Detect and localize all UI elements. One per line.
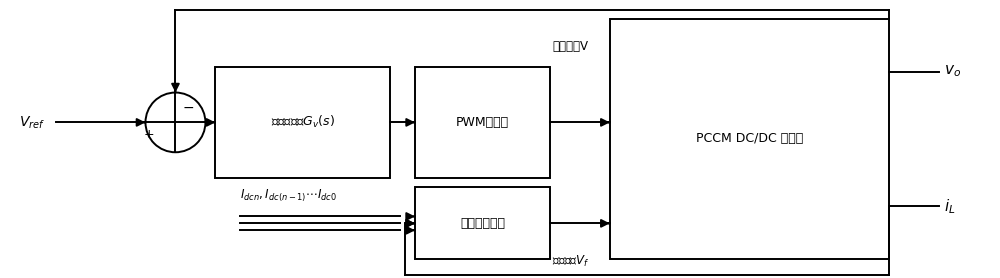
- Text: $-$: $-$: [182, 100, 195, 114]
- Bar: [610, 19, 889, 259]
- Text: 控制信号$V_f$: 控制信号$V_f$: [552, 254, 590, 269]
- Bar: [415, 67, 550, 178]
- Bar: [215, 67, 390, 178]
- Text: PCCM DC/DC 变换器: PCCM DC/DC 变换器: [696, 133, 803, 145]
- Text: +: +: [143, 128, 154, 141]
- Text: PWM调制器: PWM调制器: [456, 116, 509, 129]
- Text: $v_o$: $v_o$: [944, 64, 961, 80]
- Text: $i_L$: $i_L$: [944, 197, 956, 216]
- Text: 电压控制器$G_{v}(s)$: 电压控制器$G_{v}(s)$: [271, 114, 335, 130]
- Text: $V_{ref}$: $V_{ref}$: [19, 114, 45, 131]
- Text: $I_{dcn},I_{dc(n-1)}\cdots I_{dc0}$: $I_{dcn},I_{dc(n-1)}\cdots I_{dc0}$: [240, 188, 337, 204]
- Bar: [415, 187, 550, 259]
- Text: 电流比较环节: 电流比较环节: [460, 217, 505, 230]
- Text: 控制信号V: 控制信号V: [552, 40, 588, 53]
